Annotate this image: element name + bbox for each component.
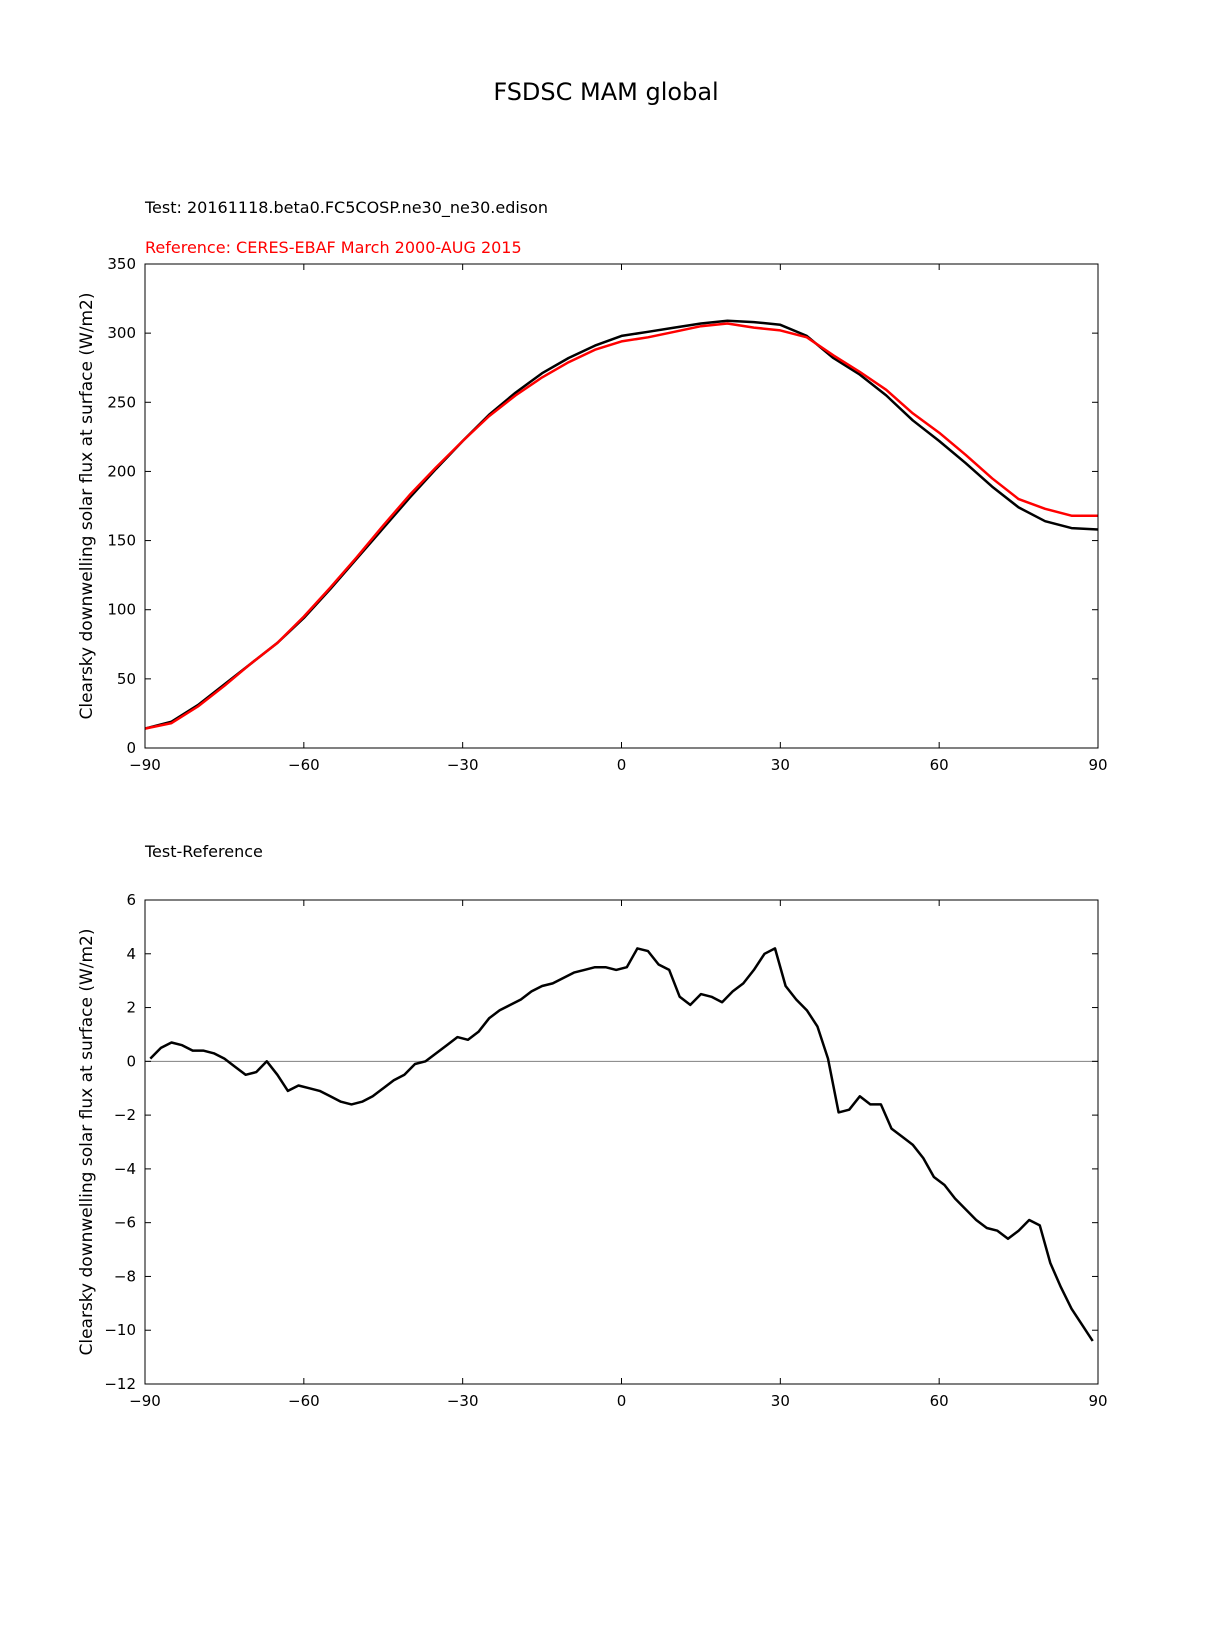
y-tick-label: −8 [114,1267,136,1285]
y-tick-label: −10 [104,1321,136,1339]
series-line-test [144,319,1099,730]
x-tick-label: 30 [771,756,790,774]
y-tick-label: −2 [114,1106,136,1124]
series-line-reference [144,322,1098,730]
y-tick-label: 200 [107,462,136,480]
y-tick-label: 350 [107,255,136,273]
y-tick-label: 0 [126,739,136,757]
x-tick-label: 30 [771,1392,790,1410]
y-tick-label: 4 [126,945,136,963]
y-tick-label: 6 [126,891,136,909]
x-tick-label: 90 [1088,1392,1107,1410]
x-tick-label: 0 [617,1392,627,1410]
y-tick-label: 250 [107,393,136,411]
x-tick-label: −30 [447,1392,479,1410]
x-tick-label: 60 [930,1392,949,1410]
x-tick-label: −60 [288,1392,320,1410]
x-tick-label: 60 [930,756,949,774]
y-tick-label: −4 [114,1160,136,1178]
x-tick-label: −60 [288,756,320,774]
figure-title: FSDSC MAM global [493,78,718,106]
y-tick-label: 0 [126,1052,136,1070]
x-tick-label: 90 [1088,756,1107,774]
top-panel: Test: 20161118.beta0.FC5COSP.ne30_ne30.e… [77,198,1108,774]
y-tick-label: −12 [104,1375,136,1393]
bottom-plot: −90 −60 −30 0 30 60 90 −12 −10 −8 −6 −4 −2 0 2 4 6 Clears… [77,891,1108,1410]
x-tick-label: −90 [129,756,161,774]
x-tick-label: 0 [617,756,627,774]
top-test-label: Test: 20161118.beta0.FC5COSP.ne30_ne30.e… [144,198,548,218]
top-reference-label: Reference: CERES-EBAF March 2000-AUG 201… [145,238,522,257]
y-axis-label: Clearsky downwelling solar flux at surfa… [77,292,97,719]
plot-frame [144,899,1099,1385]
y-tick-label: 150 [107,532,136,550]
y-tick-label: 2 [126,999,136,1017]
x-tick-label: −30 [447,756,479,774]
bottom-diff-label: Test-Reference [144,842,263,861]
y-tick-label: 100 [107,601,136,619]
y-tick-label: 300 [107,324,136,342]
top-plot: −90 −60 −30 0 30 60 90 0 50 100 150 200 250 300 350 Cle… [77,255,1108,774]
x-tick-label: −90 [129,1392,161,1410]
bottom-panel: Test-Reference −90 −60 −30 0 30 60 90−12−10−8−… [77,842,1108,1410]
y-tick-label: 50 [117,670,136,688]
y-tick-label: −6 [114,1214,136,1232]
y-axis-label: Clearsky downwelling solar flux at surfa… [77,928,97,1355]
series-line-test [149,947,1094,1342]
